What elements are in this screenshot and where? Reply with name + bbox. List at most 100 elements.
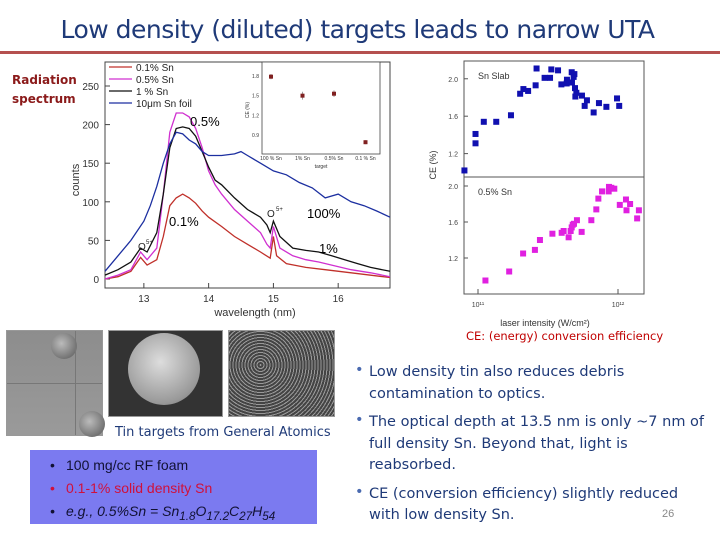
data-point <box>531 246 538 253</box>
data-point <box>578 228 585 235</box>
y-tick-label: 2.0 <box>448 77 458 84</box>
y-tick-label: 1.2 <box>448 256 458 263</box>
data-point <box>563 80 570 87</box>
inset-frame <box>261 61 381 155</box>
series-line-0 <box>104 193 391 280</box>
data-point <box>603 103 610 110</box>
data-point <box>563 76 570 83</box>
data-point <box>520 86 527 93</box>
spectrum-chart: 13 14 15 16 0 50 100 150 200 250 counts wavelength … <box>70 61 391 319</box>
data-point <box>595 100 602 107</box>
y-axis-label: CE (%) <box>428 150 438 179</box>
data-point <box>588 217 595 224</box>
data-point <box>567 228 574 234</box>
inset-x-tick-label: 100 % Sn <box>260 156 282 162</box>
page-number: 26 <box>662 508 675 520</box>
bullet-list: Low density tin also reduces debris cont… <box>355 360 710 534</box>
data-point <box>593 206 600 213</box>
x-tick-label: 10¹² <box>612 302 625 309</box>
annotation: 0.5% <box>190 114 220 129</box>
formula-sub: 17.2 <box>206 509 230 523</box>
y-axis-label: counts <box>70 163 82 196</box>
series-line-3 <box>104 131 391 272</box>
ce-caption: CE: (energy) conversion efficiency <box>466 329 664 343</box>
y-tick-label: 1.6 <box>448 114 458 121</box>
panel-label: Sn Slab <box>478 71 510 81</box>
formula-sub: 54 <box>262 509 276 523</box>
radiation-spectrum-label: Radiation spectrum <box>12 71 77 109</box>
sem-photo-droplets <box>6 330 105 437</box>
data-point <box>581 102 588 109</box>
label-line: spectrum <box>12 92 76 106</box>
data-point <box>461 167 468 174</box>
formula-text: e.g., 0.5%Sn = Sn <box>66 503 180 519</box>
data-point <box>533 65 540 72</box>
data-point <box>565 234 572 241</box>
x-axis-label: wavelength (nm) <box>213 307 295 319</box>
title-divider <box>0 51 720 54</box>
data-point <box>634 215 641 222</box>
data-point <box>507 112 514 119</box>
droplet <box>51 333 77 359</box>
annotation: 1% <box>319 241 338 256</box>
data-point <box>536 237 543 243</box>
y-tick-label: 200 <box>82 121 99 132</box>
bullet-item: The optical depth at 13.5 nm is only ~7 … <box>355 410 710 477</box>
x-tick-label: 16 <box>333 294 345 305</box>
box-item: 100 mg/cc RF foam <box>50 454 317 477</box>
bullet-item: CE (conversion efficiency) slightly redu… <box>355 482 710 527</box>
data-point <box>616 102 623 109</box>
inset-point <box>300 93 305 98</box>
data-point <box>571 85 578 92</box>
data-point <box>571 220 578 227</box>
data-point <box>572 93 579 100</box>
data-point <box>573 89 580 96</box>
inset-point <box>332 91 336 96</box>
data-point <box>590 109 597 116</box>
data-point <box>599 188 606 195</box>
inset-point <box>269 74 273 79</box>
y-tick-label: 100 <box>82 198 99 209</box>
annotation: 0.1% <box>169 214 199 229</box>
foam-sphere <box>128 333 200 405</box>
inset-y-tick-label: 0.9 <box>252 133 259 139</box>
data-point <box>472 140 479 147</box>
inset-y-tick-label: 1.2 <box>252 113 259 119</box>
data-point <box>568 79 575 86</box>
data-point <box>506 268 513 275</box>
data-point <box>493 118 500 125</box>
data-point <box>480 118 487 125</box>
data-point <box>555 67 562 74</box>
label-line: Radiation <box>12 73 77 87</box>
x-tick-label: 14 <box>203 294 215 305</box>
formula-text: C <box>229 503 240 519</box>
data-point <box>548 66 555 73</box>
ce-intensity-chart: 1.2 1.6 2.0 Sn Slab 1.2 1.6 2.0 0.5% Sn 10¹¹ 10¹²… <box>428 60 645 328</box>
legend-label: 1 % Sn <box>136 87 168 98</box>
data-point <box>472 130 479 137</box>
y-tick-label: 1.2 <box>448 152 458 159</box>
inset-y-label: CE (%) <box>245 102 251 118</box>
x-tick-label: 10¹¹ <box>472 302 485 309</box>
sem-photo-foam-texture <box>228 330 335 417</box>
data-point <box>616 201 623 208</box>
data-point <box>578 92 585 99</box>
foam-info-box: 100 mg/cc RF foam 0.1-1% solid density S… <box>30 450 317 524</box>
inset-y-tick-label: 1.5 <box>252 94 259 100</box>
slide-title: Low density (diluted) targets leads to n… <box>60 15 655 44</box>
annotation: 5+ <box>146 240 153 246</box>
panel-label: 0.5% Sn <box>478 187 512 197</box>
box-item: 0.1-1% solid density Sn <box>50 477 317 500</box>
data-point <box>622 196 629 203</box>
droplet <box>79 411 105 437</box>
inset-x-label: target <box>315 164 328 170</box>
bullet-item: Low density tin also reduces debris cont… <box>355 360 710 405</box>
y-tick-label: 250 <box>82 82 99 93</box>
y-tick-label: 50 <box>88 236 100 247</box>
inset-x-tick-label: 0.1 % Sn <box>355 156 376 162</box>
y-tick-label: 2.0 <box>448 184 458 191</box>
series-line-1 <box>104 112 391 280</box>
data-point <box>541 74 548 81</box>
formula-sub: 27 <box>239 509 253 523</box>
